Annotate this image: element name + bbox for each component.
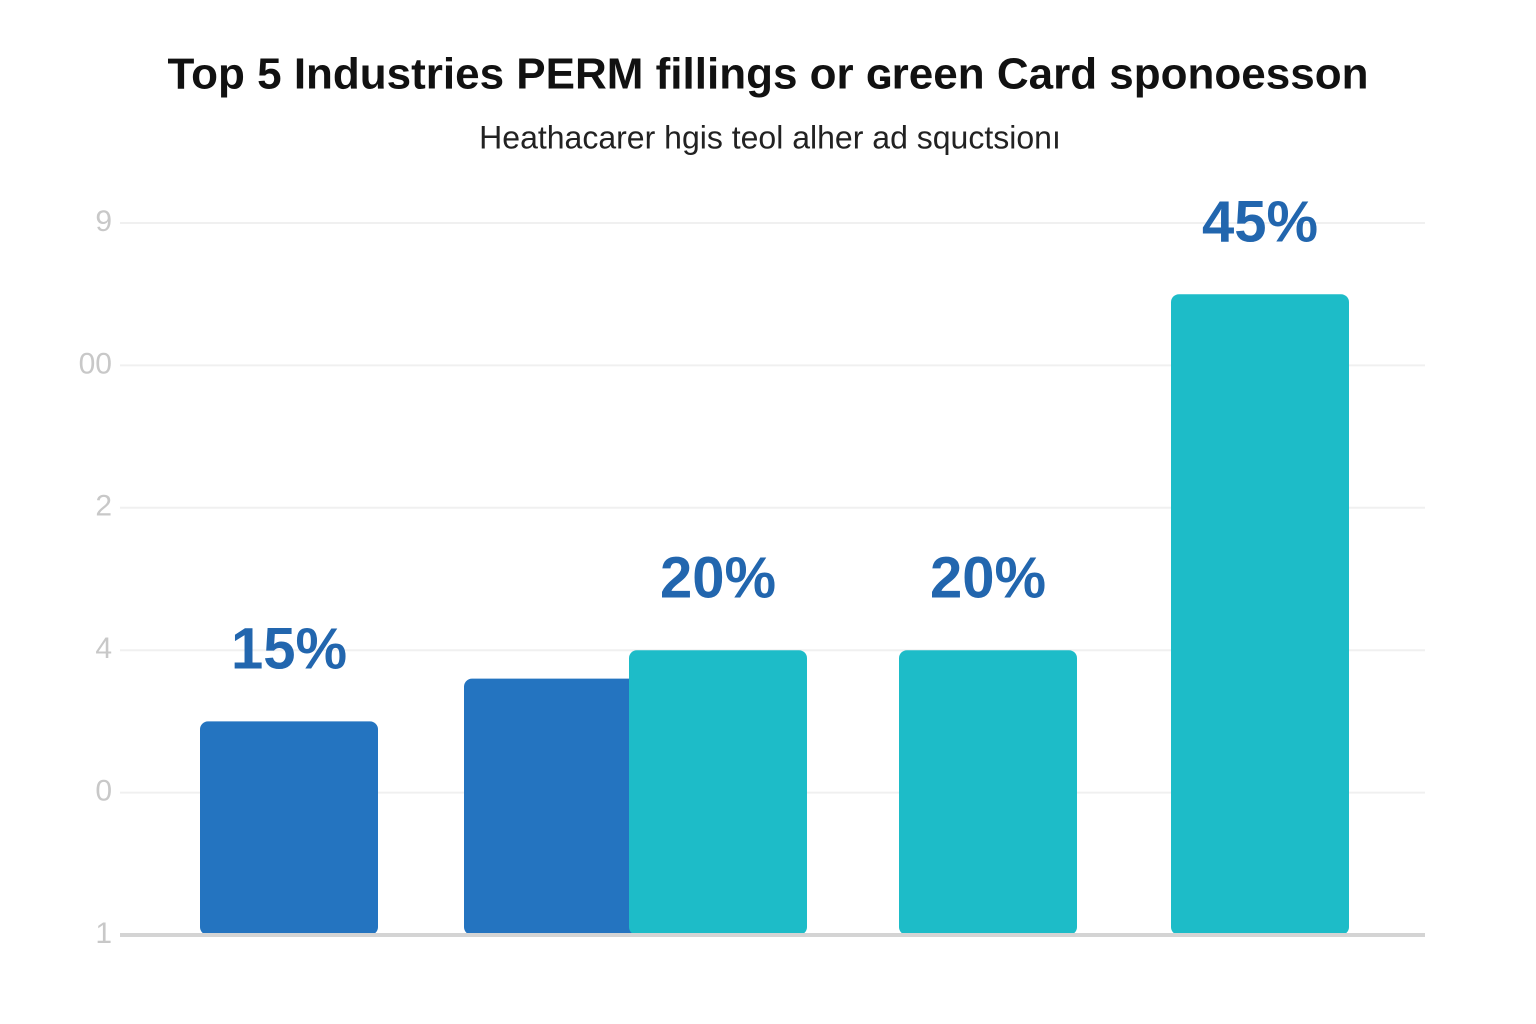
value-label: 20% [930,546,1046,611]
bar [629,650,807,935]
value-label: 15% [231,617,347,682]
y-tick-label: 4 [95,632,112,665]
bar [899,650,1077,935]
bar [200,721,378,935]
y-tick-label: 0 [95,775,112,808]
y-tick-label: 1 [95,917,112,950]
y-tick-label: 9 [95,205,112,238]
y-tick-label: 00 [79,347,112,380]
y-tick-label: 2 [95,490,112,523]
value-label: 20% [660,546,776,611]
bar [464,678,642,935]
chart-title: Top 5 Industries PERM fillings or ɢreen … [168,50,1369,99]
value-label: 45% [1202,190,1318,255]
bar [1171,294,1349,935]
chart-subtitle: Heathacarer hgis teol alher ad squctsion… [479,119,1061,155]
